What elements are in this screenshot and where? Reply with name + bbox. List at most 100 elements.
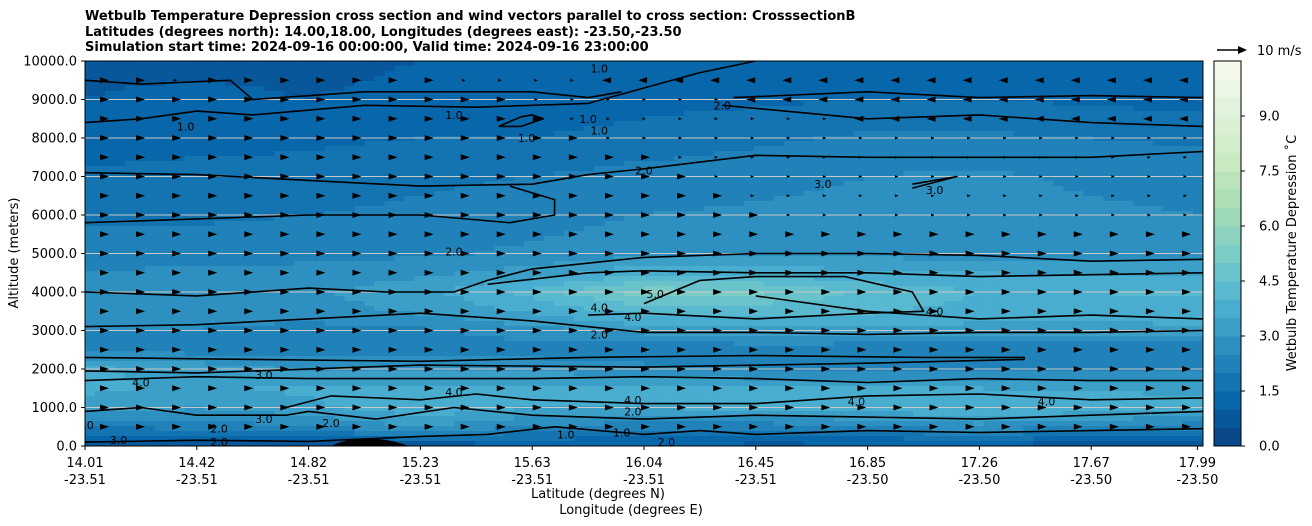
field-cell bbox=[504, 136, 515, 142]
field-cell bbox=[574, 121, 585, 127]
field-cell bbox=[454, 156, 465, 162]
field-cell bbox=[304, 121, 316, 127]
field-cell bbox=[1083, 91, 1094, 97]
field-cell bbox=[234, 181, 246, 187]
field-cell bbox=[733, 151, 745, 157]
field-cell bbox=[244, 261, 256, 267]
field-cell bbox=[494, 226, 505, 232]
field-cell bbox=[644, 76, 655, 82]
field-cell bbox=[454, 106, 465, 112]
field-cell bbox=[883, 71, 895, 77]
field-cell bbox=[624, 276, 635, 282]
field-cell bbox=[1153, 71, 1164, 77]
field-cell bbox=[224, 241, 236, 247]
field-cell bbox=[564, 151, 575, 157]
field-cell bbox=[604, 181, 615, 187]
field-cell bbox=[534, 131, 545, 137]
field-cell bbox=[1073, 226, 1084, 232]
field-cell bbox=[124, 181, 136, 187]
field-cell bbox=[1193, 111, 1203, 117]
field-cell bbox=[1043, 111, 1054, 117]
field-cell bbox=[524, 71, 535, 77]
field-cell bbox=[234, 241, 246, 247]
field-cell bbox=[1193, 146, 1203, 152]
field-cell bbox=[194, 66, 206, 72]
field-cell bbox=[953, 121, 965, 127]
field-cell bbox=[164, 211, 176, 217]
field-cell bbox=[444, 261, 455, 267]
field-cell bbox=[444, 281, 455, 287]
field-cell bbox=[753, 61, 765, 67]
field-cell bbox=[1153, 76, 1164, 82]
field-cell bbox=[214, 196, 226, 202]
field-cell bbox=[234, 161, 246, 167]
field-cell bbox=[454, 261, 465, 267]
field-cell bbox=[464, 121, 475, 127]
field-cell bbox=[693, 136, 705, 142]
field-cell bbox=[933, 266, 945, 272]
field-cell bbox=[723, 91, 735, 97]
field-cell bbox=[923, 106, 935, 112]
field-cell bbox=[1093, 121, 1104, 127]
field-cell bbox=[883, 266, 895, 272]
field-cell bbox=[224, 96, 236, 102]
field-cell bbox=[933, 226, 945, 232]
field-cell bbox=[793, 61, 805, 67]
field-cell bbox=[703, 76, 715, 82]
field-cell bbox=[384, 216, 396, 222]
field-cell bbox=[124, 176, 136, 182]
field-cell bbox=[354, 276, 366, 282]
field-cell bbox=[973, 161, 984, 167]
field-cell bbox=[114, 151, 126, 157]
field-cell bbox=[484, 191, 495, 197]
field-cell bbox=[594, 186, 605, 192]
field-cell bbox=[1103, 156, 1114, 162]
field-cell bbox=[963, 66, 975, 72]
field-cell bbox=[1073, 276, 1084, 282]
field-cell bbox=[1103, 246, 1114, 252]
field-cell bbox=[813, 266, 825, 272]
field-cell bbox=[683, 256, 695, 262]
field-cell bbox=[673, 266, 685, 272]
field-cell bbox=[673, 166, 685, 172]
field-cell bbox=[843, 151, 855, 157]
field-cell bbox=[1123, 261, 1134, 267]
field-cell bbox=[114, 66, 126, 72]
field-cell bbox=[1133, 246, 1144, 252]
field-cell bbox=[663, 196, 675, 202]
field-cell bbox=[474, 71, 485, 77]
field-cell bbox=[903, 141, 915, 147]
field-cell bbox=[514, 261, 525, 267]
field-cell bbox=[713, 76, 725, 82]
field-cell bbox=[354, 121, 366, 127]
field-cell bbox=[534, 66, 545, 72]
field-cell bbox=[703, 276, 715, 282]
field-cell bbox=[803, 211, 815, 217]
field-cell bbox=[324, 156, 336, 162]
field-cell bbox=[114, 261, 126, 267]
field-cell bbox=[434, 211, 445, 217]
field-cell bbox=[1173, 216, 1184, 222]
field-cell bbox=[673, 261, 685, 267]
field-cell bbox=[374, 201, 386, 207]
field-cell bbox=[783, 181, 795, 187]
field-cell bbox=[204, 166, 216, 172]
field-cell bbox=[284, 201, 296, 207]
field-cell bbox=[793, 106, 805, 112]
field-cell bbox=[833, 81, 845, 87]
field-cell bbox=[1083, 106, 1094, 112]
field-cell bbox=[214, 91, 226, 97]
field-cell bbox=[304, 86, 316, 92]
field-cell bbox=[594, 206, 605, 212]
field-cell bbox=[124, 186, 136, 192]
field-cell bbox=[94, 256, 106, 262]
field-cell bbox=[743, 66, 755, 72]
field-cell bbox=[1013, 111, 1024, 117]
field-cell bbox=[703, 261, 715, 267]
field-cell bbox=[374, 261, 386, 267]
field-cell bbox=[634, 266, 645, 272]
field-cell bbox=[1133, 256, 1144, 262]
field-cell bbox=[1083, 176, 1094, 182]
field-cell bbox=[1103, 261, 1114, 267]
